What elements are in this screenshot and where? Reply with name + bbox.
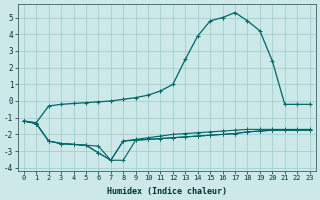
X-axis label: Humidex (Indice chaleur): Humidex (Indice chaleur): [107, 187, 227, 196]
